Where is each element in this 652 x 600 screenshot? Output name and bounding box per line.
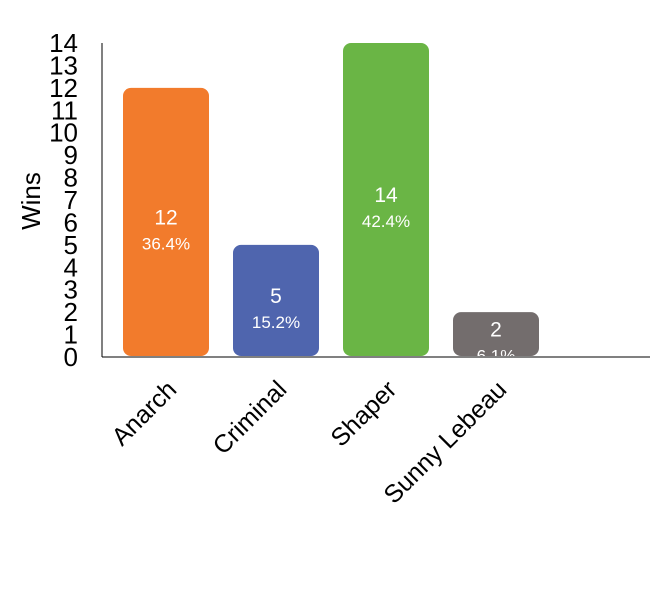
y-tick-label: 1	[64, 320, 78, 350]
y-tick-label: 5	[64, 230, 78, 260]
y-tick-label: 9	[64, 140, 78, 170]
bar-sunny-lebeau	[453, 312, 539, 356]
bar-value-label: 14	[374, 184, 398, 207]
bar-shaper	[343, 43, 429, 356]
y-tick-label: 13	[49, 50, 78, 80]
y-tick-label: 11	[51, 95, 78, 125]
y-tick-label: 10	[49, 118, 78, 148]
y-axis-label: Wins	[16, 172, 46, 230]
y-tick-label: 6	[64, 207, 78, 237]
bar-percent-label: 6.1%	[477, 347, 516, 366]
y-tick-label: 7	[64, 185, 78, 215]
bar-value-label: 5	[270, 285, 282, 308]
x-tick-label: Criminal	[208, 375, 293, 460]
y-tick-label: 0	[64, 342, 78, 372]
bars	[123, 43, 539, 356]
x-tick-label: Anarch	[106, 375, 182, 451]
bar-percent-label: 42.4%	[362, 212, 410, 231]
bar-percent-label: 15.2%	[252, 313, 300, 332]
y-tick-label: 3	[64, 275, 78, 305]
bar-criminal	[233, 244, 319, 356]
bar-percent-label: 36.4%	[142, 234, 190, 253]
x-tick-label: Shaper	[325, 375, 402, 452]
y-tick-label: 2	[64, 297, 78, 327]
y-tick-label: 8	[64, 163, 78, 193]
bar-anarch	[123, 87, 209, 356]
y-tick-label: 12	[49, 73, 78, 103]
y-tick-label: 14	[49, 28, 78, 58]
bar-value-label: 2	[490, 319, 502, 342]
bar-labels: 12 36.4% 5 15.2% 14 42.4% 2 6.1%	[142, 184, 515, 366]
y-tick-label: 4	[64, 252, 78, 282]
bar-value-label: 12	[154, 206, 177, 229]
